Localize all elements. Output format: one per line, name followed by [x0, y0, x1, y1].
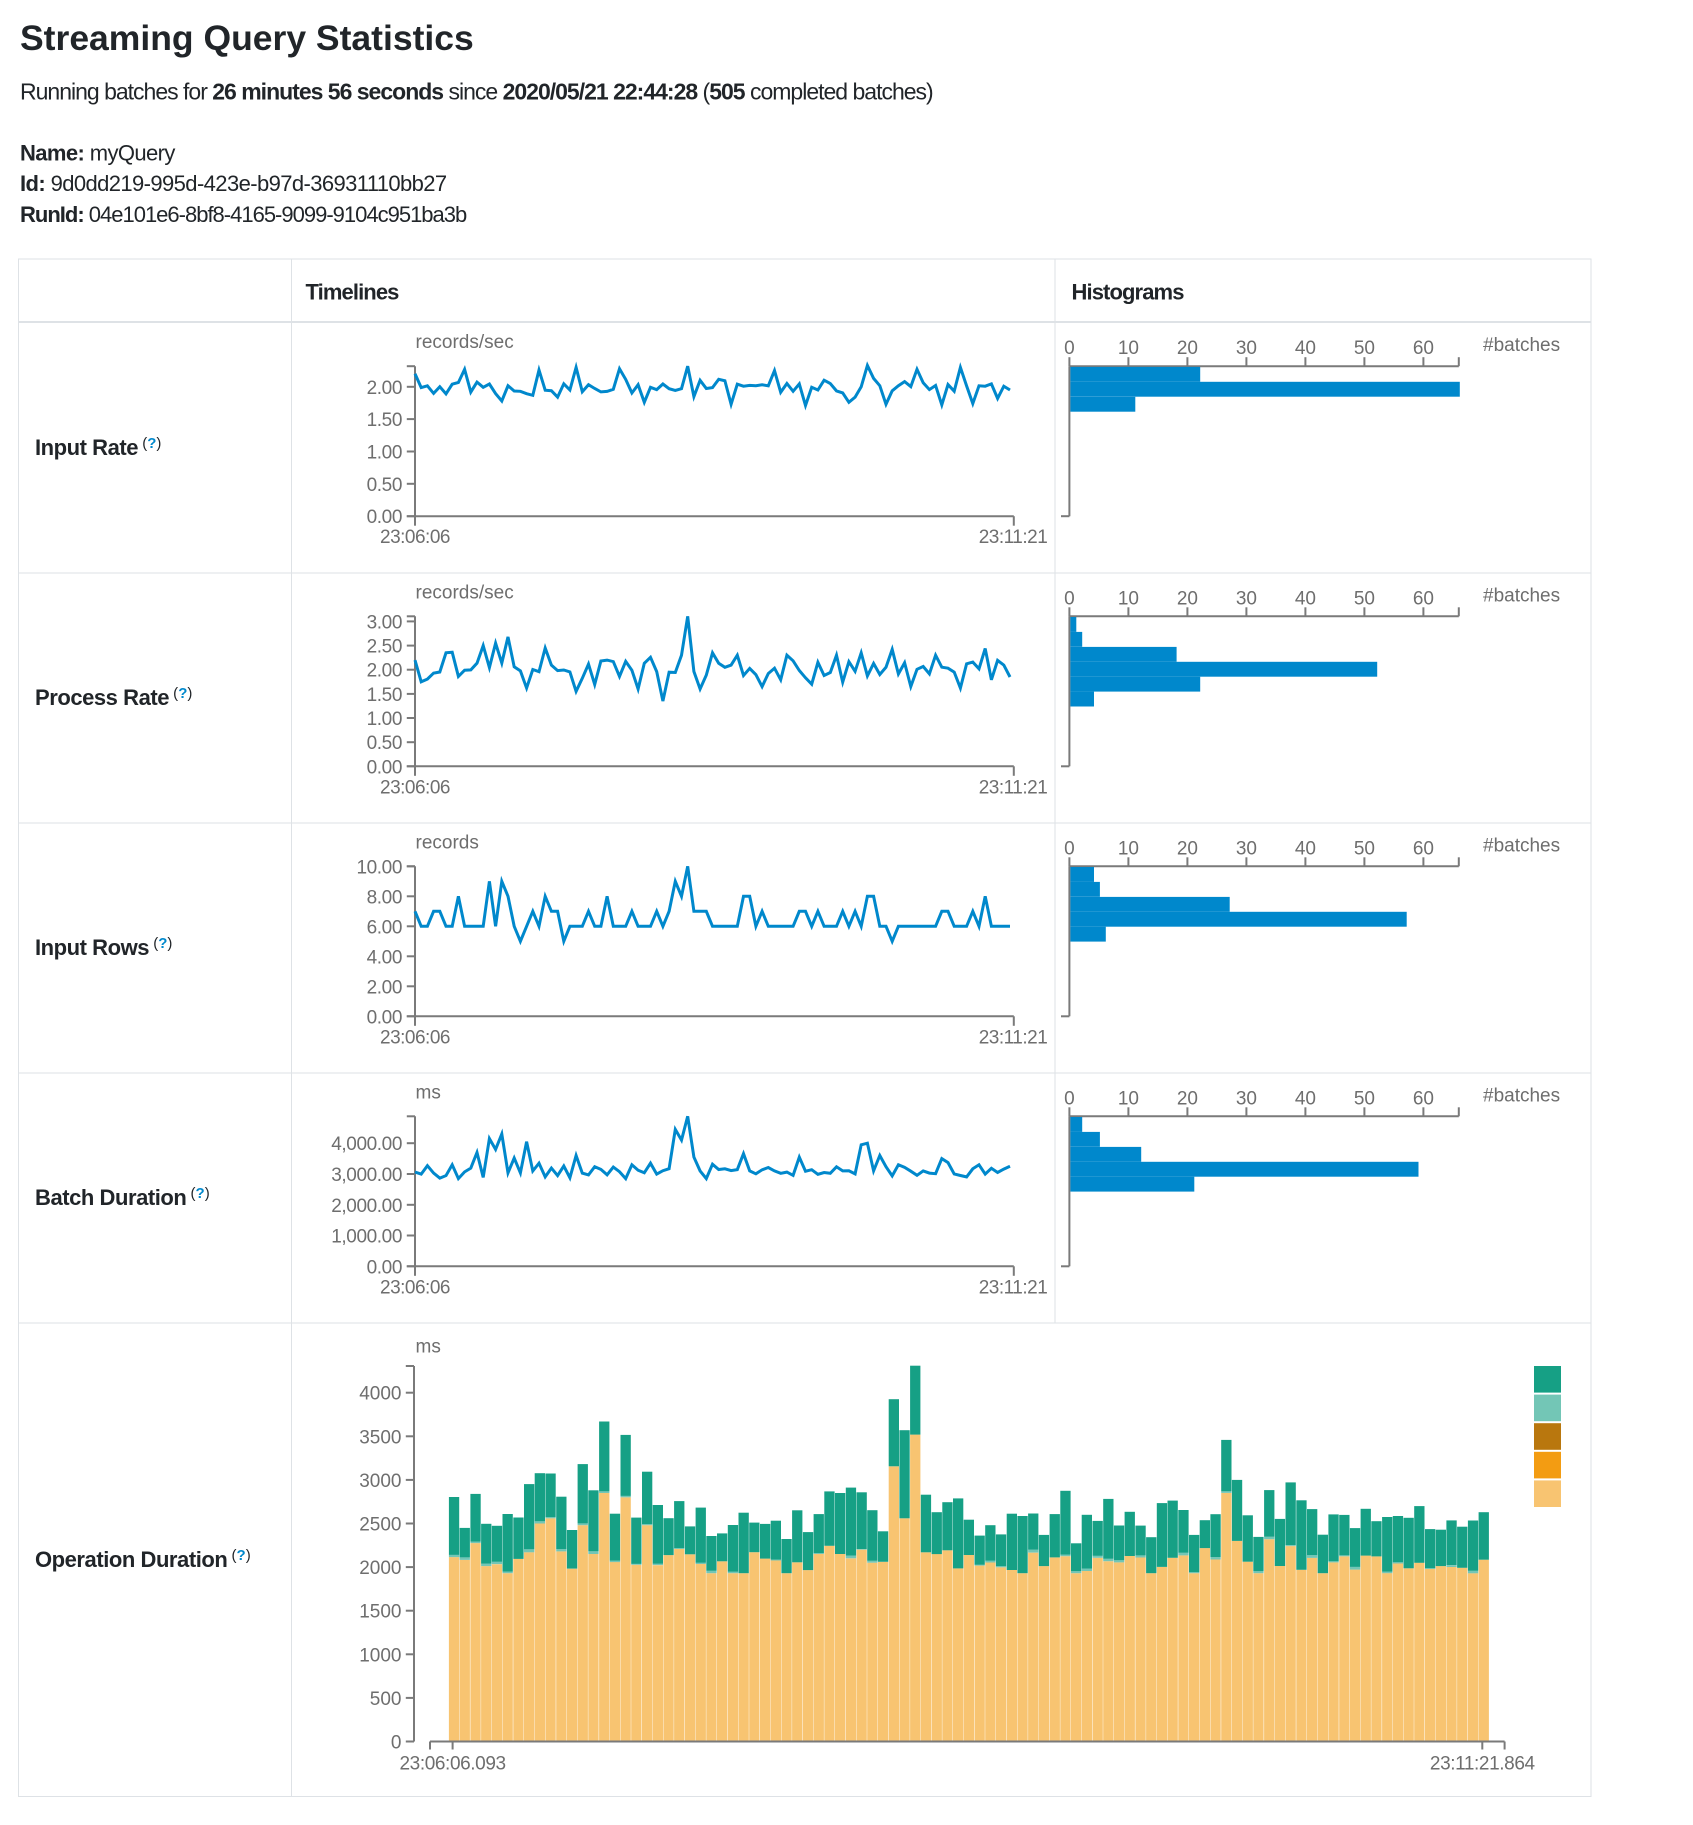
svg-text:#batches: #batches [1483, 835, 1560, 856]
svg-text:10: 10 [1118, 588, 1139, 609]
svg-text:Histograms: Histograms [1072, 280, 1185, 305]
svg-text:Streaming Query Statistics: Streaming Query Statistics [20, 18, 474, 58]
svg-text:ms: ms [416, 1082, 441, 1103]
svg-text:Operation Duration (?): Operation Duration (?) [35, 1547, 251, 1572]
svg-text:30: 30 [1236, 588, 1257, 609]
svg-text:40: 40 [1295, 1088, 1316, 1109]
svg-text:0.00: 0.00 [367, 1007, 402, 1028]
svg-text:RunId: 04e101e6-8bf8-4165-9099: RunId: 04e101e6-8bf8-4165-9099-9104c951b… [20, 202, 467, 227]
svg-text:4000: 4000 [359, 1384, 401, 1405]
svg-text:20: 20 [1177, 338, 1198, 359]
svg-text:23:06:06: 23:06:06 [380, 1027, 450, 1048]
svg-text:1.00: 1.00 [367, 443, 402, 464]
svg-text:0: 0 [1064, 1088, 1075, 1109]
svg-text:23:11:21.864: 23:11:21.864 [1430, 1754, 1536, 1775]
svg-text:0: 0 [1064, 588, 1075, 609]
svg-text:0.00: 0.00 [367, 757, 402, 778]
svg-text:1,000.00: 1,000.00 [331, 1227, 402, 1248]
svg-text:records/sec: records/sec [416, 582, 514, 603]
svg-text:0.50: 0.50 [367, 733, 402, 754]
svg-text:23:06:06.093: 23:06:06.093 [400, 1754, 506, 1775]
svg-text:23:06:06: 23:06:06 [380, 777, 450, 798]
svg-text:60: 60 [1413, 338, 1434, 359]
svg-text:Id: 9d0dd219-995d-423e-b97d-36: Id: 9d0dd219-995d-423e-b97d-36931110bb27 [20, 171, 447, 196]
svg-text:Timelines: Timelines [306, 280, 400, 305]
svg-text:2.00: 2.00 [367, 661, 402, 682]
svg-text:23:11:21: 23:11:21 [979, 527, 1048, 548]
svg-text:0.00: 0.00 [367, 507, 402, 528]
svg-text:60: 60 [1413, 838, 1434, 859]
svg-text:0: 0 [1064, 338, 1075, 359]
svg-text:Running batches for 26 minutes: Running batches for 26 minutes 56 second… [20, 78, 933, 104]
svg-text:10.00: 10.00 [356, 857, 402, 878]
svg-text:0: 0 [391, 1733, 402, 1754]
svg-text:40: 40 [1295, 338, 1316, 359]
svg-text:2.00: 2.00 [367, 378, 402, 399]
svg-text:#batches: #batches [1483, 585, 1560, 606]
svg-text:Input Rate (?): Input Rate (?) [35, 435, 161, 460]
svg-text:0.00: 0.00 [367, 1257, 402, 1278]
svg-text:3.00: 3.00 [367, 612, 402, 633]
svg-text:40: 40 [1295, 588, 1316, 609]
svg-text:30: 30 [1236, 1088, 1257, 1109]
svg-text:Process Rate (?): Process Rate (?) [35, 685, 192, 710]
svg-text:records: records [416, 832, 479, 853]
svg-text:1000: 1000 [359, 1645, 401, 1666]
svg-text:2.00: 2.00 [367, 977, 402, 998]
svg-text:20: 20 [1177, 1088, 1198, 1109]
svg-text:4.00: 4.00 [367, 947, 402, 968]
svg-text:50: 50 [1354, 1088, 1375, 1109]
svg-text:1500: 1500 [359, 1602, 401, 1623]
svg-text:Input Rows (?): Input Rows (?) [35, 935, 172, 960]
svg-text:10: 10 [1118, 838, 1139, 859]
svg-text:ms: ms [416, 1337, 441, 1358]
svg-text:#batches: #batches [1483, 1085, 1560, 1106]
svg-text:records/sec: records/sec [416, 332, 514, 353]
svg-text:6.00: 6.00 [367, 917, 402, 938]
svg-text:20: 20 [1177, 588, 1198, 609]
svg-text:50: 50 [1354, 338, 1375, 359]
svg-text:20: 20 [1177, 838, 1198, 859]
svg-text:30: 30 [1236, 838, 1257, 859]
svg-text:0.50: 0.50 [367, 475, 402, 496]
svg-text:23:06:06: 23:06:06 [380, 527, 450, 548]
svg-text:2,000.00: 2,000.00 [331, 1196, 402, 1217]
svg-text:10: 10 [1118, 338, 1139, 359]
svg-text:1.00: 1.00 [367, 709, 402, 730]
svg-text:Name: myQuery: Name: myQuery [20, 140, 175, 165]
svg-text:4,000.00: 4,000.00 [331, 1134, 402, 1155]
svg-text:30: 30 [1236, 338, 1257, 359]
svg-text:3500: 3500 [359, 1427, 401, 1448]
svg-text:3000: 3000 [359, 1471, 401, 1492]
svg-text:1.50: 1.50 [367, 410, 402, 431]
svg-text:Batch Duration (?): Batch Duration (?) [35, 1185, 210, 1210]
svg-text:500: 500 [370, 1689, 402, 1710]
svg-text:2500: 2500 [359, 1515, 401, 1536]
svg-text:60: 60 [1413, 588, 1434, 609]
svg-text:40: 40 [1295, 838, 1316, 859]
svg-text:2.50: 2.50 [367, 637, 402, 658]
svg-text:50: 50 [1354, 838, 1375, 859]
svg-text:50: 50 [1354, 588, 1375, 609]
svg-text:23:11:21: 23:11:21 [979, 777, 1048, 798]
svg-text:2000: 2000 [359, 1558, 401, 1579]
svg-text:23:06:06: 23:06:06 [380, 1277, 450, 1298]
svg-text:#batches: #batches [1483, 335, 1560, 356]
svg-text:3,000.00: 3,000.00 [331, 1165, 402, 1186]
svg-text:10: 10 [1118, 1088, 1139, 1109]
svg-text:0: 0 [1064, 838, 1075, 859]
svg-text:8.00: 8.00 [367, 887, 402, 908]
svg-text:23:11:21: 23:11:21 [979, 1027, 1048, 1048]
svg-text:1.50: 1.50 [367, 685, 402, 706]
svg-text:23:11:21: 23:11:21 [979, 1277, 1048, 1298]
svg-text:60: 60 [1413, 1088, 1434, 1109]
